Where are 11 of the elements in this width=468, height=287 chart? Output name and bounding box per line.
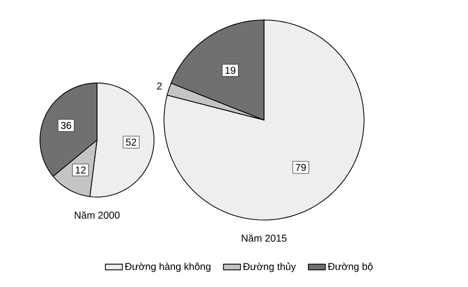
data-label: 52 (126, 138, 136, 146)
data-label: 12 (76, 166, 86, 174)
data-label: 19 (226, 66, 236, 74)
legend-label: Đường bộ (328, 262, 373, 272)
legend-label: Đường hàng không (124, 262, 210, 272)
text: Năm 2015 (242, 234, 287, 242)
data-label: 36 (60, 122, 72, 129)
legend-label: Đường thủy (242, 262, 296, 272)
data-label: 79 (296, 164, 306, 171)
data-label: 2 (157, 82, 162, 90)
text: Năm 2000 (74, 211, 120, 219)
